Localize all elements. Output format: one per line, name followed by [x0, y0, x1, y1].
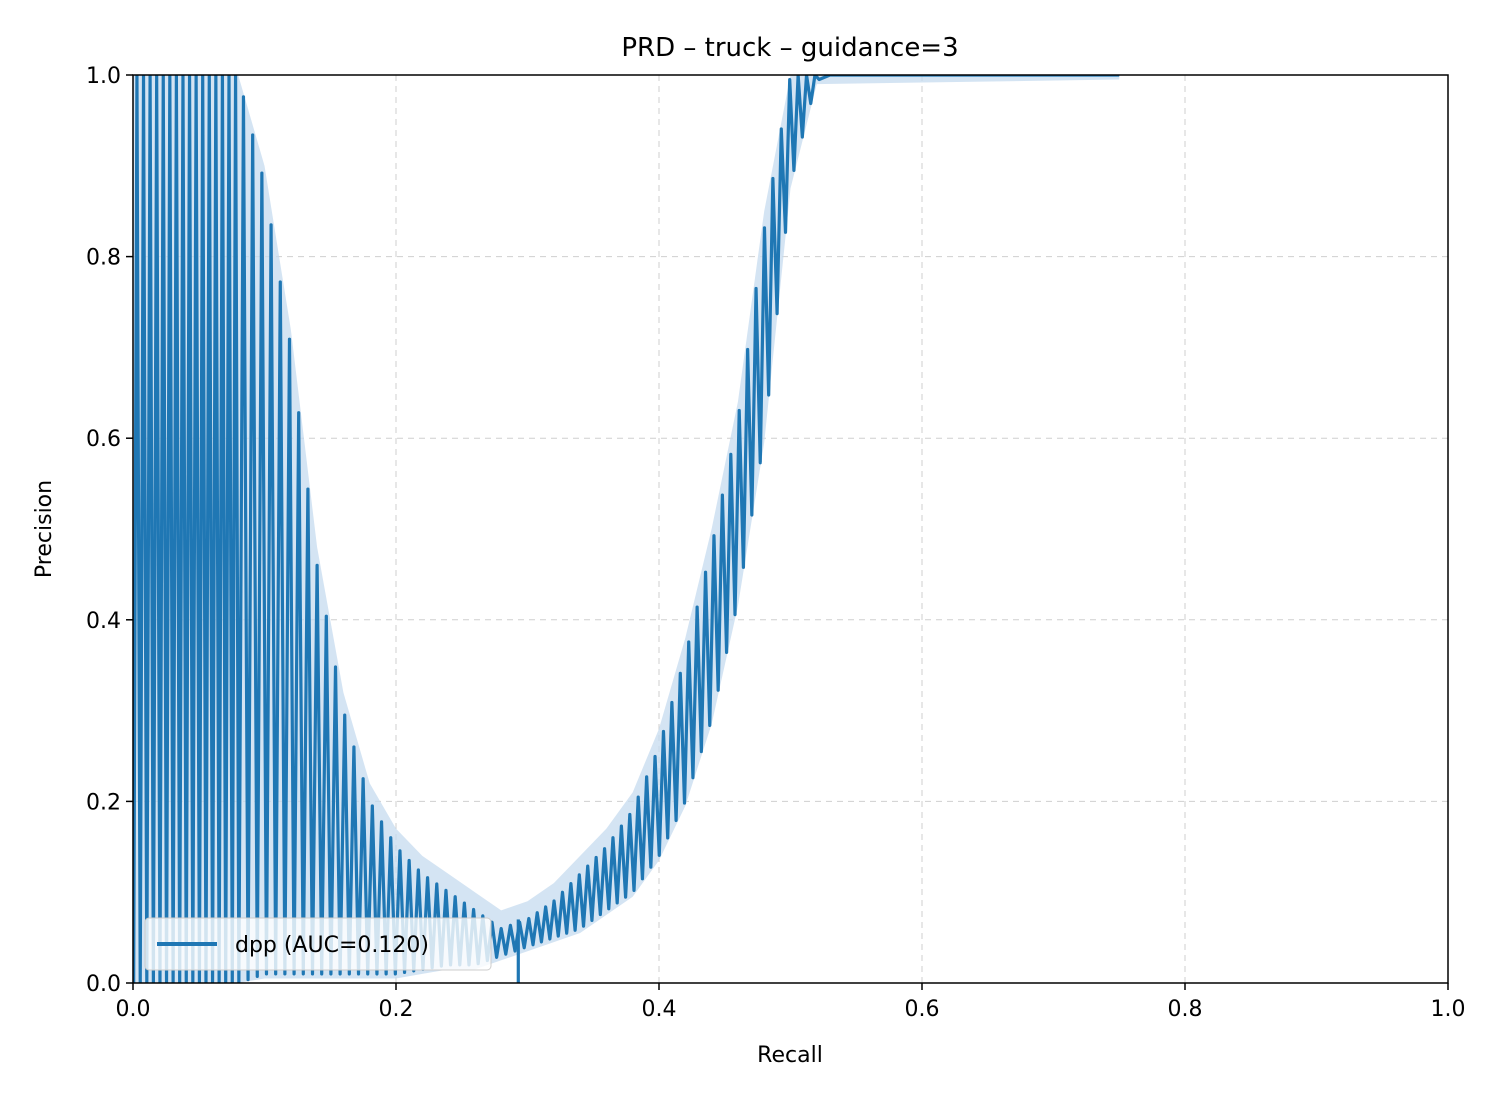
x-tick-label: 0.8: [1168, 997, 1203, 1022]
legend-entry: dpp (AUC=0.120): [235, 933, 429, 958]
y-tick-label: 0.4: [86, 609, 121, 634]
plot-frame: [132, 74, 1449, 984]
chart-title: PRD – truck – guidance=3: [621, 33, 958, 63]
x-axis-ticks: 0.0 0.2 0.4 0.6 0.8 1.0: [116, 983, 1466, 1022]
legend: dpp (AUC=0.120): [144, 917, 492, 971]
x-tick-label: 0.6: [905, 997, 940, 1022]
y-axis-label: Precision: [32, 480, 57, 578]
grid-lines: [133, 75, 1448, 983]
series-line-dpp: [133, 75, 1120, 983]
x-axis-label: Recall: [757, 1043, 823, 1068]
y-tick-label: 0.8: [86, 246, 121, 271]
y-tick-label: 0.6: [86, 427, 121, 452]
legend-box: [144, 917, 492, 971]
x-tick-label: 0.4: [642, 997, 677, 1022]
x-tick-label: 0.0: [116, 997, 151, 1022]
y-axis-ticks: 0.0 0.2 0.4 0.6 0.8 1.0: [86, 64, 133, 997]
x-tick-label: 0.2: [379, 997, 414, 1022]
y-tick-label: 0.2: [86, 790, 121, 815]
y-tick-label: 1.0: [86, 64, 121, 89]
x-tick-label: 1.0: [1431, 997, 1466, 1022]
y-tick-label: 0.0: [86, 972, 121, 997]
series-line-group: [133, 75, 1120, 983]
